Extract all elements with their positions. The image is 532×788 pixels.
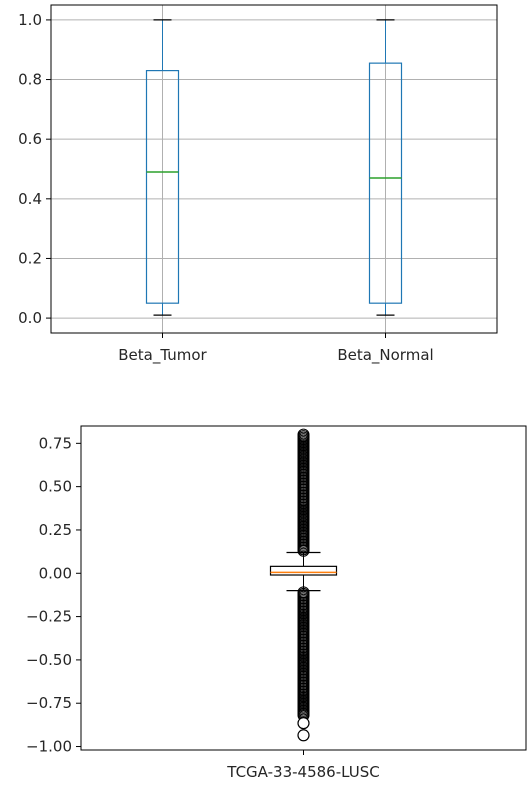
xtick-label: Beta_Normal [337, 346, 433, 365]
flier-point [298, 730, 309, 741]
boxplot-chart-bottom: 0.75 0.50 0.25 0.00 −0.25 −0.50 −0.75 −1.00 TCGA… [0, 390, 532, 788]
ytick-label: 0.2 [18, 249, 42, 267]
ytick-label: 0.75 [39, 434, 72, 452]
ytick-label: −0.75 [26, 694, 72, 712]
box-iqr [271, 566, 337, 575]
xtick-label: TCGA-33-4586-LUSC [226, 763, 379, 781]
boxplot-chart-top: 0.0 0.2 0.4 0.6 0.8 1.0 Beta_Tumor Beta_Normal [0, 0, 532, 390]
ytick-label: 0.4 [18, 190, 42, 208]
ytick-label: −0.25 [26, 608, 72, 626]
ytick-label: 0.6 [18, 130, 42, 148]
ytick-label: 0.25 [39, 521, 72, 539]
ytick-label: 1.0 [18, 11, 42, 29]
axes-frame [51, 5, 497, 333]
xtick-label: Beta_Tumor [118, 346, 207, 365]
ytick-label: 0.8 [18, 71, 42, 89]
ytick-label: −1.00 [26, 738, 72, 756]
ytick-label: 0.00 [39, 564, 72, 582]
ytick-label: 0.50 [39, 478, 72, 496]
ytick-label: 0.0 [18, 309, 42, 327]
flier-point [298, 718, 309, 729]
ytick-label: −0.50 [26, 651, 72, 669]
